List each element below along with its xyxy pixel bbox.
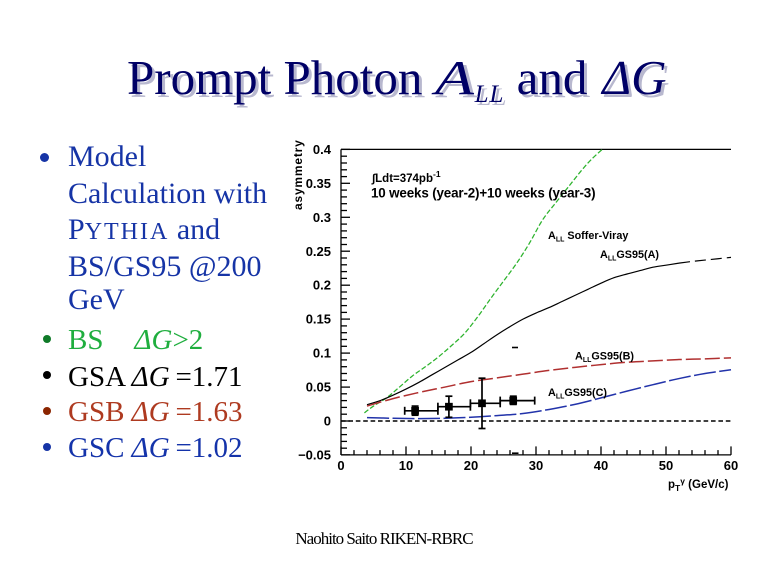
svg-text:0.1: 0.1 bbox=[313, 346, 331, 361]
svg-text:asymmetry: asymmetry bbox=[291, 139, 305, 210]
svg-text:0.15: 0.15 bbox=[306, 312, 331, 327]
svg-text:∫Ldt=374pb-1: ∫Ldt=374pb-1 bbox=[371, 169, 441, 185]
svg-text:0.05: 0.05 bbox=[306, 380, 331, 395]
svg-text:0.4: 0.4 bbox=[313, 142, 332, 157]
svg-text:20: 20 bbox=[464, 458, 478, 473]
svg-text:0: 0 bbox=[337, 458, 344, 473]
svg-text:30: 30 bbox=[529, 458, 543, 473]
svg-text:−0.05: −0.05 bbox=[298, 447, 331, 462]
svg-text:60: 60 bbox=[724, 458, 738, 473]
svg-text:40: 40 bbox=[594, 458, 608, 473]
svg-text:ALLGS95(C): ALLGS95(C) bbox=[548, 387, 607, 401]
svg-text:ALLGS95(B): ALLGS95(B) bbox=[575, 351, 634, 365]
svg-text:ALL Soffer-Viray: ALL Soffer-Viray bbox=[548, 230, 628, 244]
svg-text:10: 10 bbox=[399, 458, 413, 473]
svg-text:ALLGS95(A): ALLGS95(A) bbox=[600, 249, 659, 263]
svg-text:0: 0 bbox=[324, 414, 331, 429]
svg-text:0.35: 0.35 bbox=[306, 176, 331, 191]
svg-text:10 weeks (year-2)+10 weeks (ye: 10 weeks (year-2)+10 weeks (year-3) bbox=[371, 186, 595, 201]
svg-text:pTγ (GeV/c): pTγ (GeV/c) bbox=[668, 476, 729, 493]
svg-text:50: 50 bbox=[659, 458, 673, 473]
svg-text:0.3: 0.3 bbox=[313, 210, 331, 225]
svg-text:0.2: 0.2 bbox=[313, 278, 331, 293]
svg-text:0.25: 0.25 bbox=[306, 244, 331, 259]
